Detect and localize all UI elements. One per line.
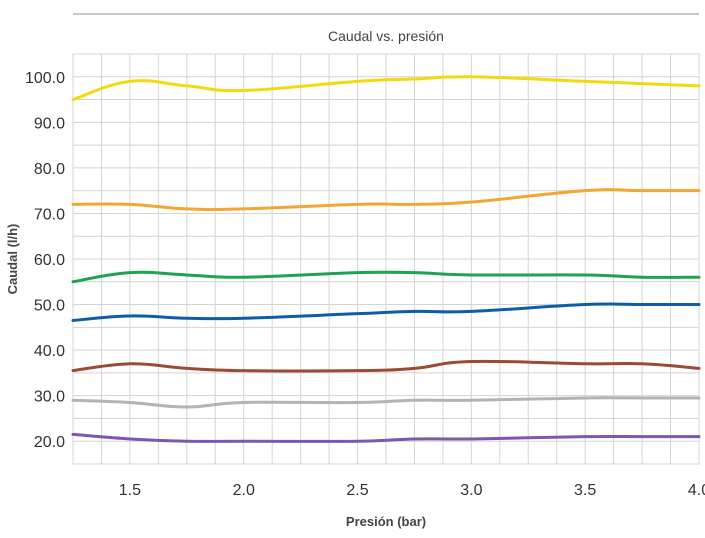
series-layer (71, 75, 701, 443)
plot-frame (72, 53, 700, 465)
y-tick-label: 60.0 (34, 252, 65, 269)
x-tick-labels: 1.5 2.0 2.5 3.0 3.5 4.0 (119, 482, 705, 499)
series-line-6 (71, 396, 701, 409)
x-tick-label: 3.5 (574, 482, 596, 499)
series-line-3 (71, 270, 701, 284)
x-tick-label: 2.5 (346, 482, 368, 499)
series-line-7 (71, 432, 701, 443)
series-line-4 (71, 302, 701, 322)
y-tick-label: 100.0 (25, 70, 65, 87)
series-line-1 (71, 75, 701, 102)
y-tick-labels: 20.0 30.0 40.0 50.0 60.0 70.0 80.0 90.0 100.0 (25, 70, 65, 451)
series-line-2 (71, 188, 701, 212)
x-tick-label: 4.0 (688, 482, 705, 499)
x-tick-label: 1.5 (119, 482, 141, 499)
y-tick-label: 50.0 (34, 298, 65, 315)
y-tick-label: 30.0 (34, 389, 65, 406)
chart-title: Caudal vs. presión (328, 28, 444, 44)
x-tick-label: 3.0 (460, 482, 482, 499)
y-axis-title: Caudal (l/h) (5, 224, 20, 295)
y-tick-label: 80.0 (34, 161, 65, 178)
x-axis-title: Presión (bar) (346, 514, 426, 529)
y-tick-label: 70.0 (34, 206, 65, 223)
x-tick-label: 2.0 (233, 482, 255, 499)
y-tick-label: 90.0 (34, 115, 65, 132)
series-line-5 (71, 359, 701, 373)
y-tick-label: 20.0 (34, 434, 65, 451)
y-tick-label: 40.0 (34, 343, 65, 360)
